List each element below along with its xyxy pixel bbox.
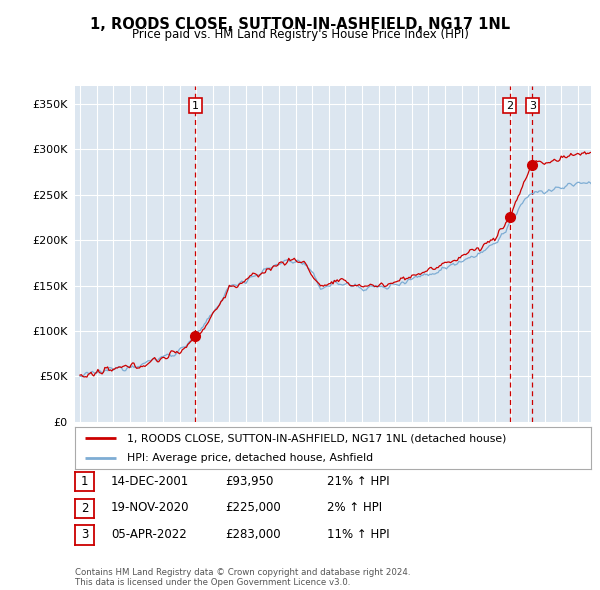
Text: 3: 3 xyxy=(529,101,536,111)
Text: £225,000: £225,000 xyxy=(225,502,281,514)
Text: 1, ROODS CLOSE, SUTTON-IN-ASHFIELD, NG17 1NL: 1, ROODS CLOSE, SUTTON-IN-ASHFIELD, NG17… xyxy=(90,17,510,31)
Text: 1: 1 xyxy=(81,475,88,489)
Text: £283,000: £283,000 xyxy=(225,528,281,541)
Text: 14-DEC-2001: 14-DEC-2001 xyxy=(111,475,189,488)
Text: 1: 1 xyxy=(192,101,199,111)
Text: 11% ↑ HPI: 11% ↑ HPI xyxy=(327,528,389,541)
Text: Contains HM Land Registry data © Crown copyright and database right 2024.
This d: Contains HM Land Registry data © Crown c… xyxy=(75,568,410,587)
Text: 05-APR-2022: 05-APR-2022 xyxy=(111,528,187,541)
Text: 1, ROODS CLOSE, SUTTON-IN-ASHFIELD, NG17 1NL (detached house): 1, ROODS CLOSE, SUTTON-IN-ASHFIELD, NG17… xyxy=(127,433,506,443)
Text: 21% ↑ HPI: 21% ↑ HPI xyxy=(327,475,389,488)
Text: 3: 3 xyxy=(81,528,88,542)
Text: £93,950: £93,950 xyxy=(225,475,274,488)
Text: HPI: Average price, detached house, Ashfield: HPI: Average price, detached house, Ashf… xyxy=(127,453,373,463)
Text: 2% ↑ HPI: 2% ↑ HPI xyxy=(327,502,382,514)
Text: 19-NOV-2020: 19-NOV-2020 xyxy=(111,502,190,514)
Text: 2: 2 xyxy=(506,101,513,111)
Text: 2: 2 xyxy=(81,502,88,515)
Text: Price paid vs. HM Land Registry's House Price Index (HPI): Price paid vs. HM Land Registry's House … xyxy=(131,28,469,41)
